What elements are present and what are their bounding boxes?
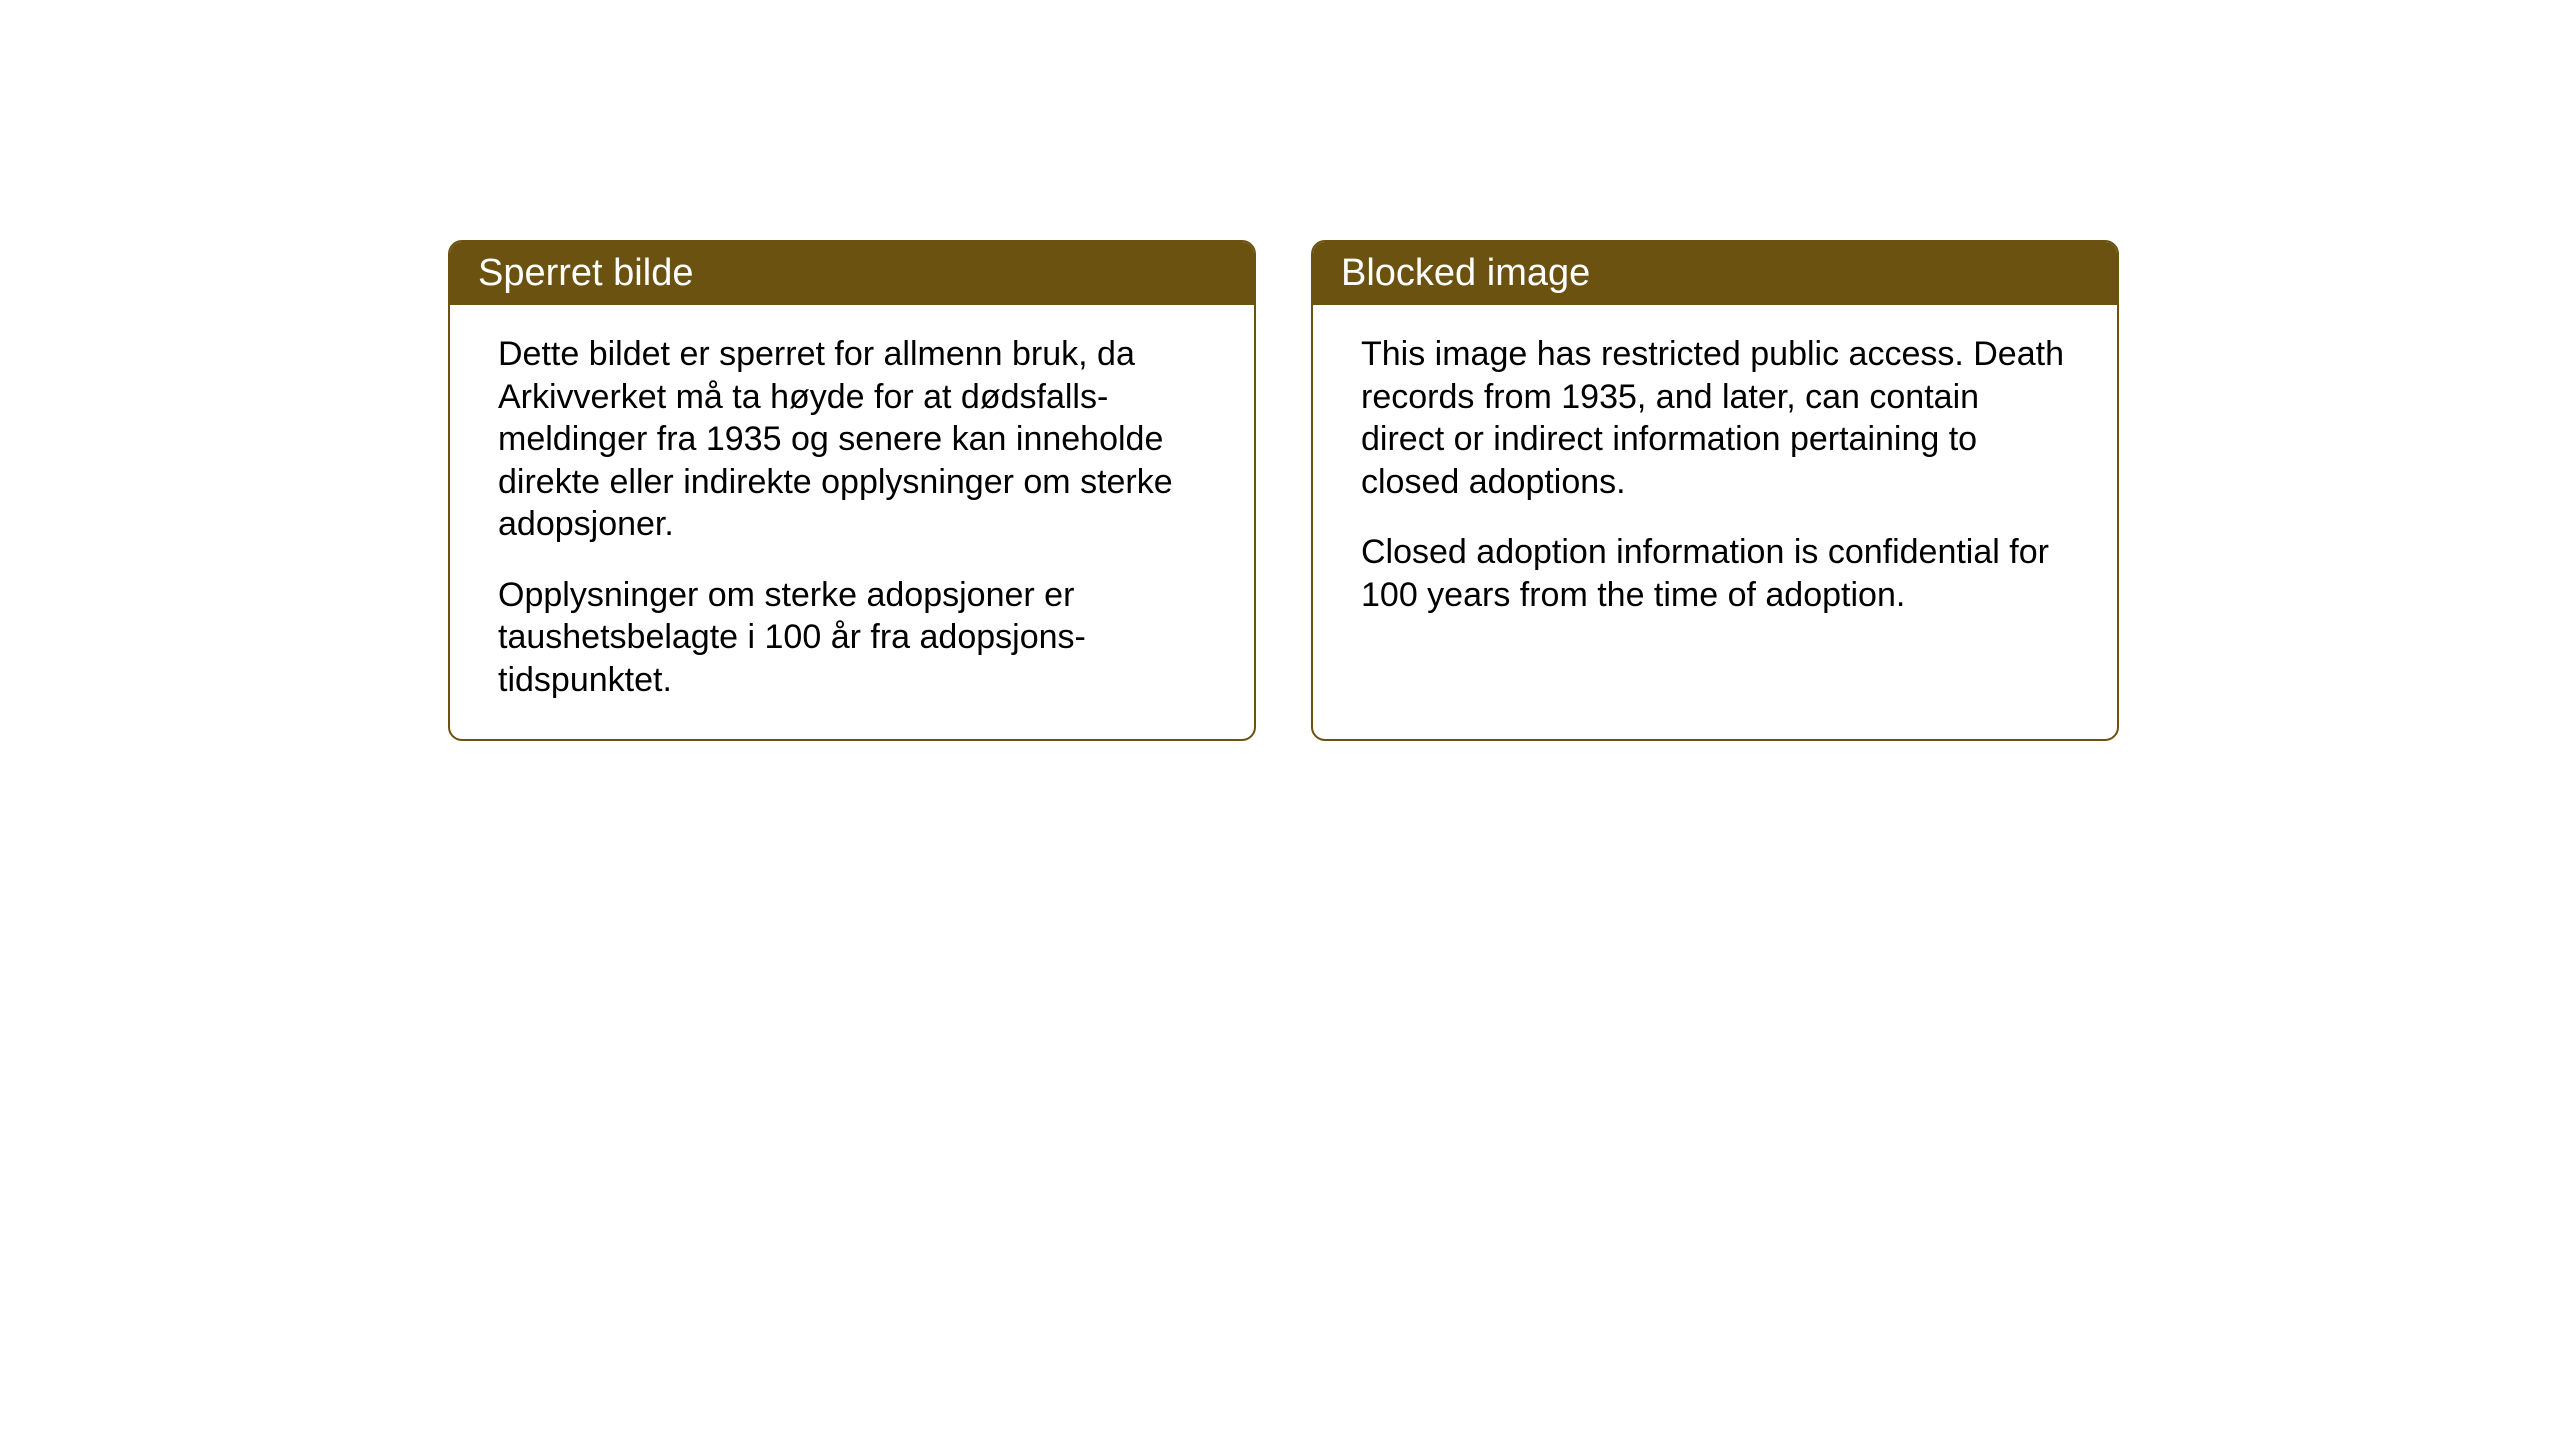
norwegian-card-body: Dette bildet er sperret for allmenn bruk… [450, 305, 1254, 739]
english-card-title: Blocked image [1313, 242, 2117, 305]
norwegian-paragraph-1: Dette bildet er sperret for allmenn bruk… [498, 333, 1206, 546]
norwegian-card-title: Sperret bilde [450, 242, 1254, 305]
english-paragraph-1: This image has restricted public access.… [1361, 333, 2069, 503]
english-notice-card: Blocked image This image has restricted … [1311, 240, 2119, 741]
english-card-body: This image has restricted public access.… [1313, 305, 2117, 705]
norwegian-notice-card: Sperret bilde Dette bildet er sperret fo… [448, 240, 1256, 741]
english-paragraph-2: Closed adoption information is confident… [1361, 531, 2069, 616]
notice-cards-container: Sperret bilde Dette bildet er sperret fo… [448, 240, 2119, 741]
norwegian-paragraph-2: Opplysninger om sterke adopsjoner er tau… [498, 574, 1206, 702]
